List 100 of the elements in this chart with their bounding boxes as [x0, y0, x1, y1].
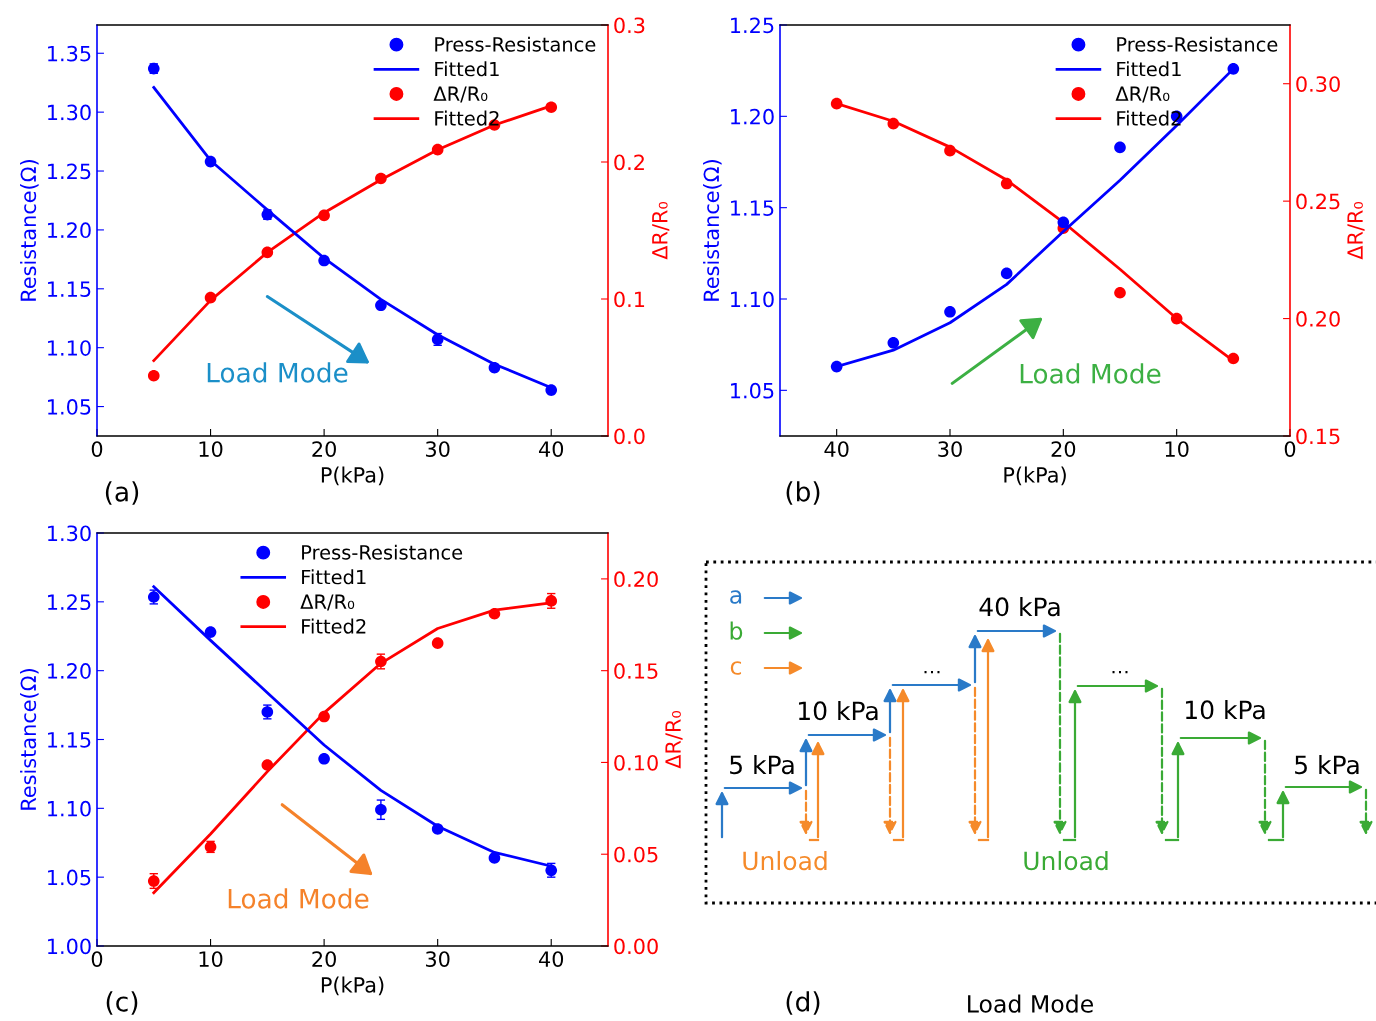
text: 5 kPa [1295, 754, 1359, 775]
y-tick-label: 1.25 [48, 163, 91, 180]
x-tick-label: 0 [91, 441, 103, 457]
x-tick-label: 30 [938, 441, 962, 457]
text: 40 kPa [979, 596, 1060, 617]
point [488, 607, 501, 620]
point [318, 209, 330, 222]
x-tick-label: 10 [1165, 441, 1189, 457]
y-tick-label: 1.25 [731, 17, 774, 34]
x-tick-label: 40 [824, 441, 849, 457]
y2-tick-label: 0.05 [614, 846, 658, 863]
y2-tick-label: 0.10 [614, 754, 658, 771]
y2-axis-title: ΔR/R₀ [665, 710, 683, 769]
point [204, 155, 217, 168]
y2-tick-label: 0.1 [614, 291, 645, 308]
legend-label: Fitted2 [302, 618, 366, 634]
y-tick-label: 1.05 [48, 869, 91, 886]
point [318, 254, 330, 267]
y-tick-label: 1.00 [48, 938, 91, 955]
text: (b) [786, 481, 820, 505]
legend-label: Press-Resistance [435, 36, 596, 52]
text: 10 kPa [1185, 699, 1265, 720]
text: 10 kPa [798, 700, 878, 721]
point [1000, 177, 1013, 190]
y-axis-title: Resistance(Ω) [20, 669, 39, 810]
legend-label: Press-Resistance [302, 544, 463, 560]
legend-label: Fitted1 [1117, 61, 1181, 77]
y2-tick-label: 0.15 [1296, 428, 1340, 445]
text: c [730, 661, 742, 675]
x-tick-label: 30 [426, 441, 450, 457]
y-tick-label: 1.30 [48, 104, 91, 121]
point [261, 246, 274, 259]
y-tick-label: 1.25 [48, 594, 91, 611]
point [1114, 286, 1126, 299]
y2-axis-title: ΔR/R₀ [1347, 201, 1365, 260]
point [830, 360, 843, 373]
y-tick-label: 1.05 [731, 382, 774, 399]
x-tick-label: 30 [426, 951, 450, 967]
point [944, 144, 956, 157]
point [488, 361, 501, 374]
text: a [730, 590, 742, 604]
legend-label: Fitted1 [302, 569, 366, 585]
point [488, 852, 501, 864]
point [375, 803, 387, 816]
y2-tick-label: 0.20 [614, 571, 658, 588]
y2-tick-label: 0.00 [614, 938, 658, 955]
y-tick-label: 1.35 [48, 45, 91, 62]
point [887, 337, 900, 349]
y2-tick-label: 0.0 [614, 428, 645, 445]
point [318, 752, 330, 765]
y2-tick-label: 0.25 [1296, 193, 1340, 210]
y-tick-label: 1.20 [731, 108, 774, 125]
y-tick-label: 1.15 [731, 200, 774, 216]
point [1057, 216, 1070, 229]
point [1000, 267, 1013, 280]
y-axis-title: Resistance(Ω) [20, 160, 39, 301]
point [431, 637, 444, 649]
y-tick-label: 1.15 [48, 732, 91, 748]
legend-label: ΔR/R₀ [1115, 86, 1170, 103]
text: Unload [743, 850, 827, 871]
y-tick-label: 1.10 [48, 800, 91, 817]
x-axis-title: P(kPa) [321, 976, 384, 996]
y-tick-label: 1.30 [48, 525, 91, 542]
legend-label: Fitted2 [435, 110, 499, 126]
x-tick-label: 20 [1051, 441, 1076, 457]
point [1227, 352, 1240, 365]
x-tick-label: 40 [538, 441, 564, 457]
text: … [1112, 670, 1128, 674]
text: Load Mode [968, 994, 1093, 1013]
y2-tick-label: 0.30 [1296, 76, 1340, 92]
legend-label: Fitted1 [435, 61, 499, 77]
point [147, 369, 160, 382]
point [318, 710, 330, 723]
point [1170, 312, 1183, 325]
legend-label: ΔR/R₀ [433, 86, 488, 103]
y-axis-title: Resistance(Ω) [703, 160, 722, 301]
point [431, 823, 444, 835]
point [545, 384, 558, 396]
annotation: Load Mode [228, 888, 369, 909]
y-tick-label: 1.15 [48, 281, 91, 297]
annotation: Load Mode [207, 362, 348, 383]
y2-axis-title: ΔR/R₀ [652, 201, 670, 260]
y2-tick-label: 0.3 [614, 17, 645, 34]
text: (c) [106, 991, 138, 1015]
point [204, 291, 217, 304]
text: 5 kPa [730, 754, 794, 775]
x-axis-title: P(kPa) [1004, 466, 1066, 486]
x-tick-label: 0 [1284, 441, 1296, 457]
x-tick-label: 20 [312, 951, 336, 967]
point [830, 97, 843, 110]
x-axis-title: P(kPa) [321, 466, 384, 486]
point [261, 759, 274, 771]
point [887, 117, 900, 130]
x-tick-label: 10 [199, 441, 223, 457]
point [1114, 141, 1126, 154]
point [545, 101, 558, 114]
point [204, 626, 217, 638]
point [431, 143, 444, 156]
text: (a) [105, 481, 139, 505]
y-tick-label: 1.10 [48, 340, 91, 356]
